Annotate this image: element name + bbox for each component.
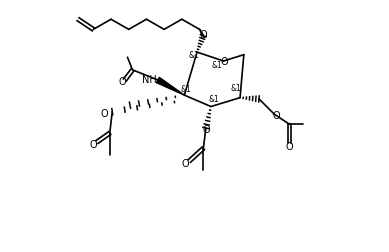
Text: O: O: [221, 57, 228, 67]
Text: NH: NH: [142, 75, 157, 85]
Text: O: O: [200, 30, 207, 40]
Text: &1: &1: [180, 85, 191, 94]
Text: O: O: [202, 125, 210, 135]
Text: O: O: [286, 141, 293, 151]
Polygon shape: [156, 78, 184, 96]
Text: O: O: [273, 110, 280, 120]
Text: &1: &1: [188, 51, 199, 60]
Text: O: O: [89, 139, 97, 149]
Text: &1: &1: [212, 61, 223, 70]
Text: O: O: [181, 158, 189, 168]
Text: &1: &1: [231, 84, 242, 93]
Text: O: O: [101, 109, 109, 119]
Text: O: O: [118, 77, 126, 87]
Text: &1: &1: [208, 95, 219, 104]
